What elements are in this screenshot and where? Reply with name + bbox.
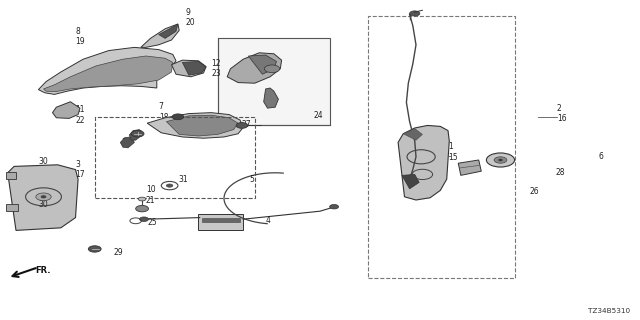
Polygon shape — [227, 53, 282, 83]
Polygon shape — [6, 204, 18, 211]
Polygon shape — [147, 113, 243, 138]
Polygon shape — [458, 160, 481, 175]
Text: TZ34B5310: TZ34B5310 — [588, 308, 630, 314]
Text: 9
20: 9 20 — [186, 8, 195, 27]
Text: 10
21: 10 21 — [146, 186, 156, 205]
Bar — [218, 38, 330, 125]
Polygon shape — [159, 24, 178, 38]
Polygon shape — [398, 125, 449, 200]
Circle shape — [172, 114, 184, 120]
Text: 5: 5 — [250, 175, 255, 184]
Polygon shape — [172, 60, 206, 77]
Polygon shape — [166, 115, 238, 136]
Polygon shape — [129, 130, 142, 140]
Circle shape — [236, 123, 248, 128]
Circle shape — [136, 205, 148, 212]
Circle shape — [486, 153, 515, 167]
Circle shape — [166, 184, 173, 187]
Polygon shape — [403, 129, 422, 140]
Circle shape — [138, 197, 146, 201]
Text: 4: 4 — [266, 216, 271, 225]
Polygon shape — [202, 218, 240, 222]
Polygon shape — [6, 172, 16, 179]
Text: 7
18: 7 18 — [159, 102, 168, 122]
Text: 30: 30 — [38, 200, 48, 209]
Polygon shape — [8, 165, 78, 230]
Text: 3
17: 3 17 — [76, 160, 85, 179]
Text: 2
16: 2 16 — [557, 104, 566, 123]
Polygon shape — [248, 55, 276, 74]
Polygon shape — [120, 137, 134, 148]
Polygon shape — [52, 102, 80, 118]
Text: 11
22: 11 22 — [76, 106, 85, 125]
Circle shape — [131, 131, 144, 137]
Polygon shape — [44, 56, 173, 92]
Text: 12
23: 12 23 — [211, 59, 221, 78]
Text: 24: 24 — [314, 111, 323, 120]
Polygon shape — [264, 88, 278, 108]
Text: 8
19: 8 19 — [76, 27, 85, 46]
Circle shape — [36, 193, 51, 201]
Polygon shape — [198, 214, 243, 230]
Text: 29: 29 — [114, 248, 124, 257]
Text: 31: 31 — [178, 175, 188, 184]
Circle shape — [410, 11, 420, 16]
Circle shape — [140, 217, 148, 221]
Bar — [95, 117, 255, 198]
Polygon shape — [141, 24, 179, 47]
Polygon shape — [38, 47, 176, 94]
Text: 26: 26 — [530, 188, 540, 196]
Text: 1
15: 1 15 — [448, 142, 458, 162]
Polygon shape — [182, 61, 206, 75]
Polygon shape — [402, 174, 419, 189]
Text: 28: 28 — [556, 168, 565, 177]
Circle shape — [499, 159, 502, 161]
Circle shape — [88, 246, 101, 252]
Text: 6: 6 — [598, 152, 604, 161]
Circle shape — [494, 157, 507, 163]
Bar — [368, 16, 515, 278]
Circle shape — [41, 196, 46, 198]
Circle shape — [330, 204, 339, 209]
Circle shape — [264, 65, 280, 73]
Text: 27: 27 — [242, 120, 252, 129]
Text: 13: 13 — [122, 138, 131, 147]
Text: 30: 30 — [38, 157, 48, 166]
Text: 25: 25 — [147, 218, 157, 227]
Text: FR.: FR. — [35, 266, 51, 275]
Text: 14: 14 — [133, 130, 143, 139]
